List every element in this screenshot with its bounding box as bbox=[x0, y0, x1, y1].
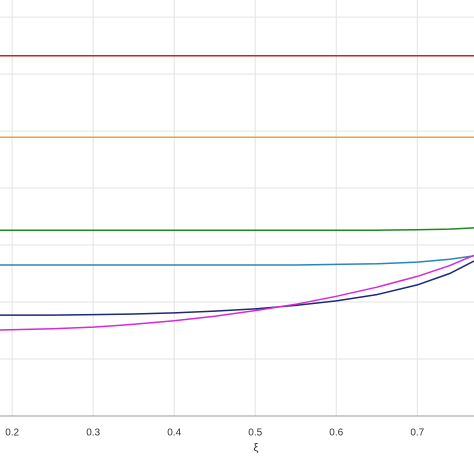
line-series bbox=[0, 254, 474, 331]
line-series bbox=[0, 227, 474, 231]
x-tick-label: 0.7 bbox=[410, 428, 424, 439]
x-tick-label: 0.5 bbox=[248, 428, 262, 439]
x-tick-label: 0.4 bbox=[167, 428, 181, 439]
line-series bbox=[0, 255, 474, 266]
x-tick-label: 0.6 bbox=[329, 428, 343, 439]
x-axis-label: ξ bbox=[254, 442, 259, 454]
x-tick-label: 0.2 bbox=[5, 428, 19, 439]
x-tick-label: 0.3 bbox=[86, 428, 100, 439]
line-series bbox=[0, 260, 474, 316]
